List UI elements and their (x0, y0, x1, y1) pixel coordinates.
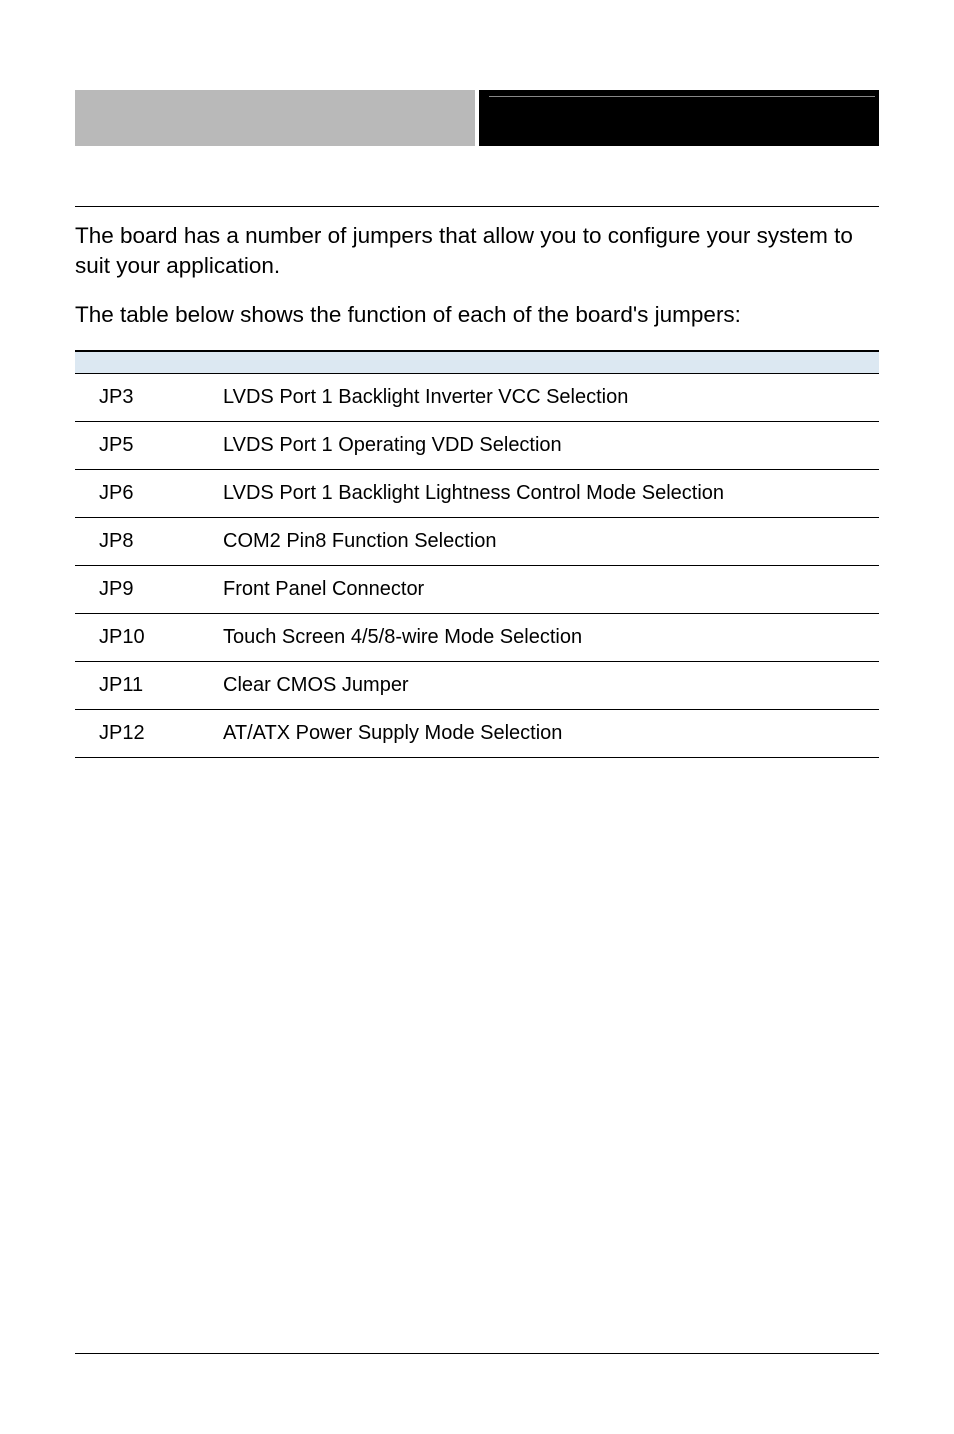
jumper-desc: LVDS Port 1 Backlight Inverter VCC Selec… (205, 373, 879, 421)
table-row: JP3 LVDS Port 1 Backlight Inverter VCC S… (75, 373, 879, 421)
jumper-desc: Clear CMOS Jumper (205, 661, 879, 709)
table-row: JP12 AT/ATX Power Supply Mode Selection (75, 709, 879, 757)
table-row: JP8 COM2 Pin8 Function Selection (75, 517, 879, 565)
table-header-row (75, 351, 879, 373)
jumper-label: JP9 (75, 565, 205, 613)
table-row: JP5 LVDS Port 1 Operating VDD Selection (75, 421, 879, 469)
table-header-blank-1 (75, 351, 205, 373)
jumper-label: JP12 (75, 709, 205, 757)
table-header-blank-2 (205, 351, 879, 373)
jumper-desc: LVDS Port 1 Operating VDD Selection (205, 421, 879, 469)
header-bar (75, 90, 879, 146)
table-body: JP3 LVDS Port 1 Backlight Inverter VCC S… (75, 373, 879, 757)
jumper-table: JP3 LVDS Port 1 Backlight Inverter VCC S… (75, 350, 879, 758)
jumper-desc: Front Panel Connector (205, 565, 879, 613)
table-row: JP11 Clear CMOS Jumper (75, 661, 879, 709)
footer-rule (75, 1353, 879, 1354)
intro-paragraph: The board has a number of jumpers that a… (75, 206, 879, 282)
jumper-label: JP11 (75, 661, 205, 709)
jumper-label: JP8 (75, 517, 205, 565)
jumper-desc: Touch Screen 4/5/8-wire Mode Selection (205, 613, 879, 661)
jumper-label: JP6 (75, 469, 205, 517)
sub-paragraph: The table below shows the function of ea… (75, 300, 879, 330)
jumper-label: JP10 (75, 613, 205, 661)
jumper-desc: LVDS Port 1 Backlight Lightness Control … (205, 469, 879, 517)
table-row: JP6 LVDS Port 1 Backlight Lightness Cont… (75, 469, 879, 517)
jumper-desc: COM2 Pin8 Function Selection (205, 517, 879, 565)
jumper-label: JP3 (75, 373, 205, 421)
table-row: JP9 Front Panel Connector (75, 565, 879, 613)
header-right-block (479, 90, 879, 146)
jumper-label: JP5 (75, 421, 205, 469)
table-row: JP10 Touch Screen 4/5/8-wire Mode Select… (75, 613, 879, 661)
jumper-desc: AT/ATX Power Supply Mode Selection (205, 709, 879, 757)
header-left-block (75, 90, 475, 146)
